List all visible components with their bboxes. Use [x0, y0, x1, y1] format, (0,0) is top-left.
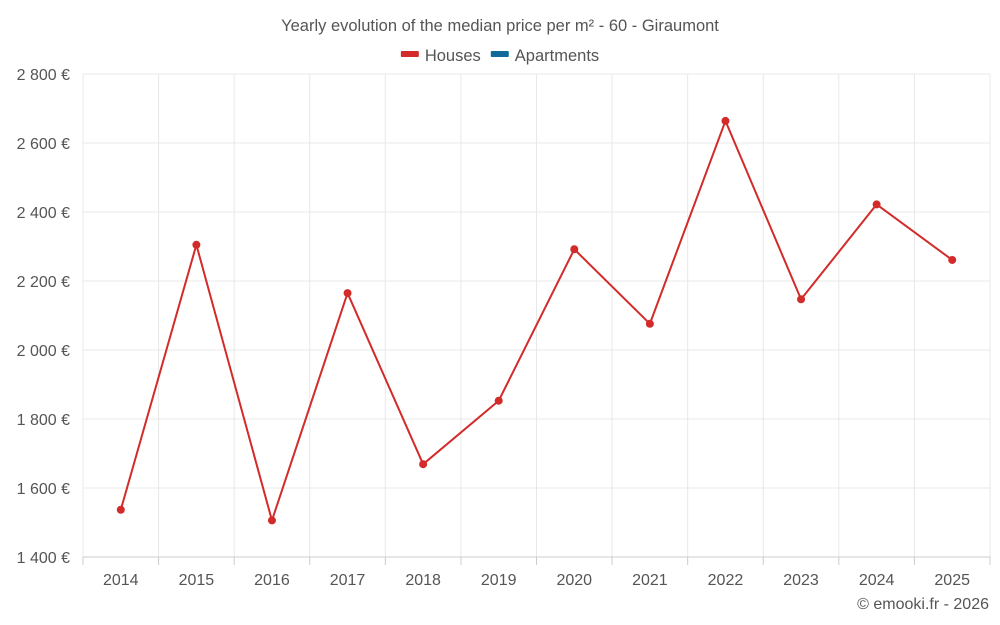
x-tick-label: 2019: [481, 572, 517, 589]
legend-label: Houses: [425, 47, 481, 65]
legend-swatch: [400, 51, 419, 57]
y-tick-label: 1 800 €: [17, 412, 70, 429]
series-layer: [116, 116, 957, 525]
data-point[interactable]: [343, 289, 352, 298]
data-point[interactable]: [645, 319, 654, 328]
x-tick-label: 2025: [934, 572, 970, 589]
data-point[interactable]: [192, 240, 201, 249]
legend: Houses Apartments: [400, 47, 599, 65]
y-tick-label: 2 400 €: [17, 205, 70, 222]
data-point[interactable]: [570, 245, 579, 254]
data-point[interactable]: [116, 505, 125, 514]
x-tick-label: 2017: [330, 572, 366, 589]
y-tick-label: 2 600 €: [17, 136, 70, 153]
legend-swatch: [490, 51, 509, 57]
chart-title: Yearly evolution of the median price per…: [281, 17, 719, 35]
x-tick-label: 2020: [556, 572, 592, 589]
x-tick-label: 2014: [103, 572, 139, 589]
x-tick-label: 2023: [783, 572, 819, 589]
data-point[interactable]: [419, 460, 428, 469]
legend-item-apartments[interactable]: Apartments: [490, 47, 599, 65]
x-tick-label: 2021: [632, 572, 668, 589]
y-tick-label: 2 200 €: [17, 274, 70, 291]
legend-item-houses[interactable]: Houses: [400, 47, 481, 65]
y-tick-label: 2 000 €: [17, 343, 70, 360]
axes: 1 400 € 1 600 € 1 800 € 2 000 € 2 200 € 2 400…: [17, 67, 991, 589]
x-tick-label: 2024: [859, 572, 895, 589]
y-tick-label: 2 800 €: [17, 67, 70, 84]
x-tick-label: 2015: [179, 572, 215, 589]
x-tick-label: 2022: [708, 572, 744, 589]
data-point[interactable]: [267, 516, 276, 525]
data-point[interactable]: [494, 396, 503, 405]
data-point[interactable]: [721, 116, 730, 125]
data-point[interactable]: [797, 295, 806, 304]
x-tick-label: 2016: [254, 572, 290, 589]
y-tick-label: 1 400 €: [17, 550, 70, 567]
x-tick-label: 2018: [405, 572, 441, 589]
legend-label: Apartments: [515, 47, 599, 65]
series-line-houses: [119, 119, 953, 522]
data-point[interactable]: [948, 255, 957, 264]
data-point[interactable]: [872, 200, 881, 209]
grid: [82, 73, 991, 557]
y-tick-label: 1 600 €: [17, 481, 70, 498]
credit-text: © emooki.fr - 2026: [857, 596, 989, 613]
